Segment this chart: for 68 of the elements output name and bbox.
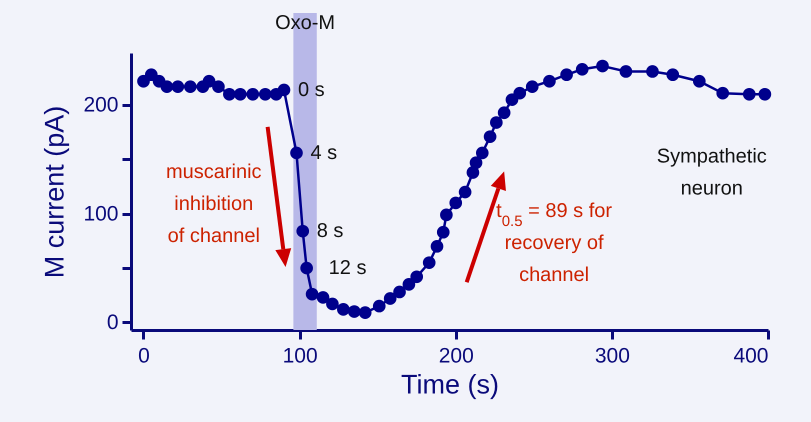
x-tick-label: 400 [733,344,768,368]
point [384,292,396,305]
point [716,86,730,100]
band-label: Oxo-M [275,12,336,34]
x-tick-label: 300 [594,344,630,368]
x-tick-label: 100 [282,344,318,368]
point [742,88,756,101]
point [596,60,609,72]
annotation: t$_{0.5}$ = 89 s for recovery of channel [496,200,612,286]
point [306,288,318,300]
point [470,156,482,170]
point [449,196,462,210]
point [666,68,680,82]
y-tick-label: 200 [83,94,118,117]
point [172,80,184,93]
point [296,224,310,238]
point [402,278,416,291]
y-tick-label: 0 [106,310,118,334]
point [290,146,303,160]
point [620,65,632,78]
point [513,86,526,100]
point [498,106,510,120]
annotation: 8 s [316,220,344,242]
point [137,74,150,88]
annotation: 12 s [328,257,366,280]
point [692,74,706,88]
point [144,68,158,82]
point [440,208,453,222]
annotation: 0 s [298,78,325,101]
point [258,88,272,101]
point [348,305,361,318]
point [184,80,197,93]
x-axis-title: Time (s) [401,370,499,400]
x-tick-label: 200 [438,344,474,368]
point [372,300,386,312]
point [246,88,260,101]
point [758,88,772,101]
point [476,146,489,160]
point [316,291,330,304]
point [410,270,424,284]
point [484,130,496,143]
point [300,262,313,274]
y-axis-title: M current (pA) [39,106,70,278]
point [646,65,659,78]
point [212,80,225,93]
point [436,226,450,239]
annotation: 4 s [310,142,338,164]
point [393,286,406,298]
point [234,88,247,101]
point [326,298,339,310]
point [223,88,236,101]
point [560,68,573,82]
point [278,84,290,96]
point [430,240,444,253]
annotation: Sympathetic neuron [656,146,767,200]
point [576,62,589,76]
point [358,306,372,319]
point [160,80,174,93]
point [337,303,350,316]
y-tick-label: 100 [83,202,118,226]
annotation: muscarinic inhibition of channel [166,160,262,247]
point [422,256,436,269]
point [490,116,503,129]
point [458,186,472,198]
point [543,74,556,88]
point [202,74,216,88]
x-tick-label: 0 [138,344,150,368]
point [526,80,539,93]
